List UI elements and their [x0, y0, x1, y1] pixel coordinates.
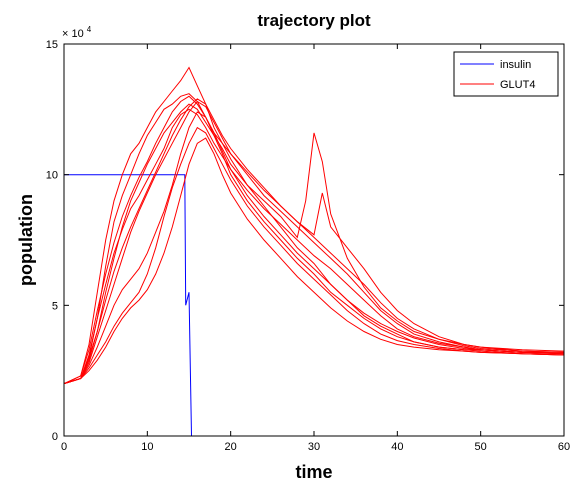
x-axis-label: time — [295, 462, 332, 482]
legend-box — [453, 51, 559, 97]
glut4-series-line-4 — [64, 100, 564, 385]
insulin-series-line — [64, 174, 192, 436]
glut4-series-line-6 — [64, 111, 564, 385]
x-tick-label: 10 — [141, 441, 153, 453]
y-tick-label: 0 — [52, 431, 58, 443]
glut4-series-line-7 — [64, 98, 564, 385]
y-tick-label: 5 — [52, 300, 58, 312]
x-tick-label: 0 — [61, 441, 67, 453]
x-tick-label: 20 — [225, 441, 237, 453]
y-multiplier-exponent: 4 — [87, 25, 92, 34]
legend-label-insulin: insulin — [500, 59, 531, 71]
glut4-series-line-8 — [64, 126, 564, 385]
legend: insulin GLUT4 — [453, 51, 559, 97]
series-group — [64, 66, 564, 436]
y-tick-label: 15 — [46, 39, 58, 51]
x-tick-label: 40 — [391, 441, 403, 453]
plot-area: 0 10 20 30 40 50 60 0 5 10 15 — [46, 39, 570, 453]
legend-label-glut4: GLUT4 — [500, 79, 535, 91]
x-tick-label: 50 — [475, 441, 487, 453]
x-tick-label: 30 — [308, 441, 320, 453]
glut4-series-line-9 — [64, 108, 564, 385]
glut4-series-line-3 — [64, 103, 564, 385]
y-axis-label: population — [16, 194, 36, 286]
y-tick-label: 10 — [46, 170, 58, 182]
y-multiplier: × 10 4 — [62, 25, 92, 40]
glut4-series-line-5 — [64, 95, 564, 385]
glut4-series-line-1 — [64, 93, 564, 385]
glut4-series-line-2 — [64, 66, 564, 385]
chart-title: trajectory plot — [257, 11, 371, 30]
y-multiplier-base: × 10 — [62, 28, 84, 40]
x-tick-label: 60 — [558, 441, 570, 453]
glut4-series-line-10 — [64, 137, 564, 385]
